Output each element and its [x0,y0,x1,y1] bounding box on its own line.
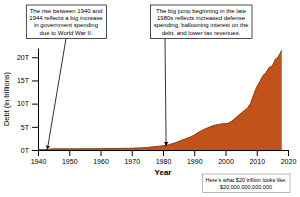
x-tick-label: 1990 [187,158,203,165]
x-tick: 1970 [124,150,140,165]
y-tick: 20T [17,54,38,61]
chart: 1940 1950 1960 1970 1980 1990 2000 2010 2020 0T 5T… [0,0,300,197]
x-tick: 1950 [62,150,78,165]
x-tick-label: 1970 [124,158,140,165]
x-tick-mark [226,150,227,156]
x-tick-label: 1950 [62,158,78,165]
x-tick-label: 2010 [249,158,265,165]
x-axis: 1940 1950 1960 1970 1980 1990 2000 2010 2020 [31,150,297,165]
area [38,50,282,150]
y-tick-label: 15T [17,77,30,84]
marks [38,50,282,150]
y-tick-mark [32,127,38,128]
annotation-box [26,5,106,39]
y-axis-line [38,49,39,151]
x-tick-mark [38,150,39,156]
y-tick: 5T [21,124,38,131]
x-tick-label: 1980 [156,158,172,165]
line [38,50,282,150]
x-tick-mark [69,150,70,156]
x-tick: 1940 [31,150,47,165]
annotation-arrow [165,39,166,146]
y-tick-label: 0T [21,147,30,154]
x-tick: 1960 [93,150,109,165]
annotation-text: The rise between 1940 and1944 reflects a… [29,8,103,36]
x-tick-mark [194,150,195,156]
x-tick: 2000 [218,150,234,165]
annotation: The big jump beginning in the late1980s … [151,5,252,39]
y-tick-label: 10T [17,100,30,107]
x-tick-label: 2020 [281,158,297,165]
x-tick: 1980 [156,150,172,165]
y-tick: 10T [17,100,38,107]
annotation-text: The big jump beginning in the late1980s … [154,8,249,36]
x-tick-mark [257,150,258,156]
y-tick-mark [32,57,38,58]
x-tick: 2020 [281,150,297,165]
note-text: Here's what $20 trillion looks like:$20,… [205,177,287,190]
x-tick: 2010 [249,150,265,165]
note: Here's what $20 trillion looks like:$20,… [202,174,290,193]
y-axis-title: Debt (in trillions) [2,71,11,126]
y-tick-mark [32,104,38,105]
annotation: The rise between 1940 and1944 reflects a… [26,5,106,39]
y-tick-label: 5T [21,124,30,131]
y-tick: 15T [17,77,38,84]
y-axis: 0T 5T 10T 15T 20T [17,49,39,154]
x-tick-label: 2000 [218,158,234,165]
x-tick-label: 1960 [93,158,109,165]
note-box [202,174,290,193]
x-tick-mark [163,150,164,156]
y-tick: 0T [21,147,38,154]
x-tick: 1990 [187,150,203,165]
x-axis-title: Year [155,168,172,177]
x-tick-mark [101,150,102,156]
x-tick-mark [132,150,133,156]
y-tick-mark [32,150,38,151]
annotation-arrow [47,39,66,150]
annotation-box [151,5,252,39]
x-tick-label: 1940 [31,158,47,165]
y-tick-mark [32,80,38,81]
plot: 1940 1950 1960 1970 1980 1990 2000 2010 2020 0T 5T… [17,49,296,165]
y-tick-label: 20T [17,54,30,61]
x-tick-mark [288,150,289,156]
